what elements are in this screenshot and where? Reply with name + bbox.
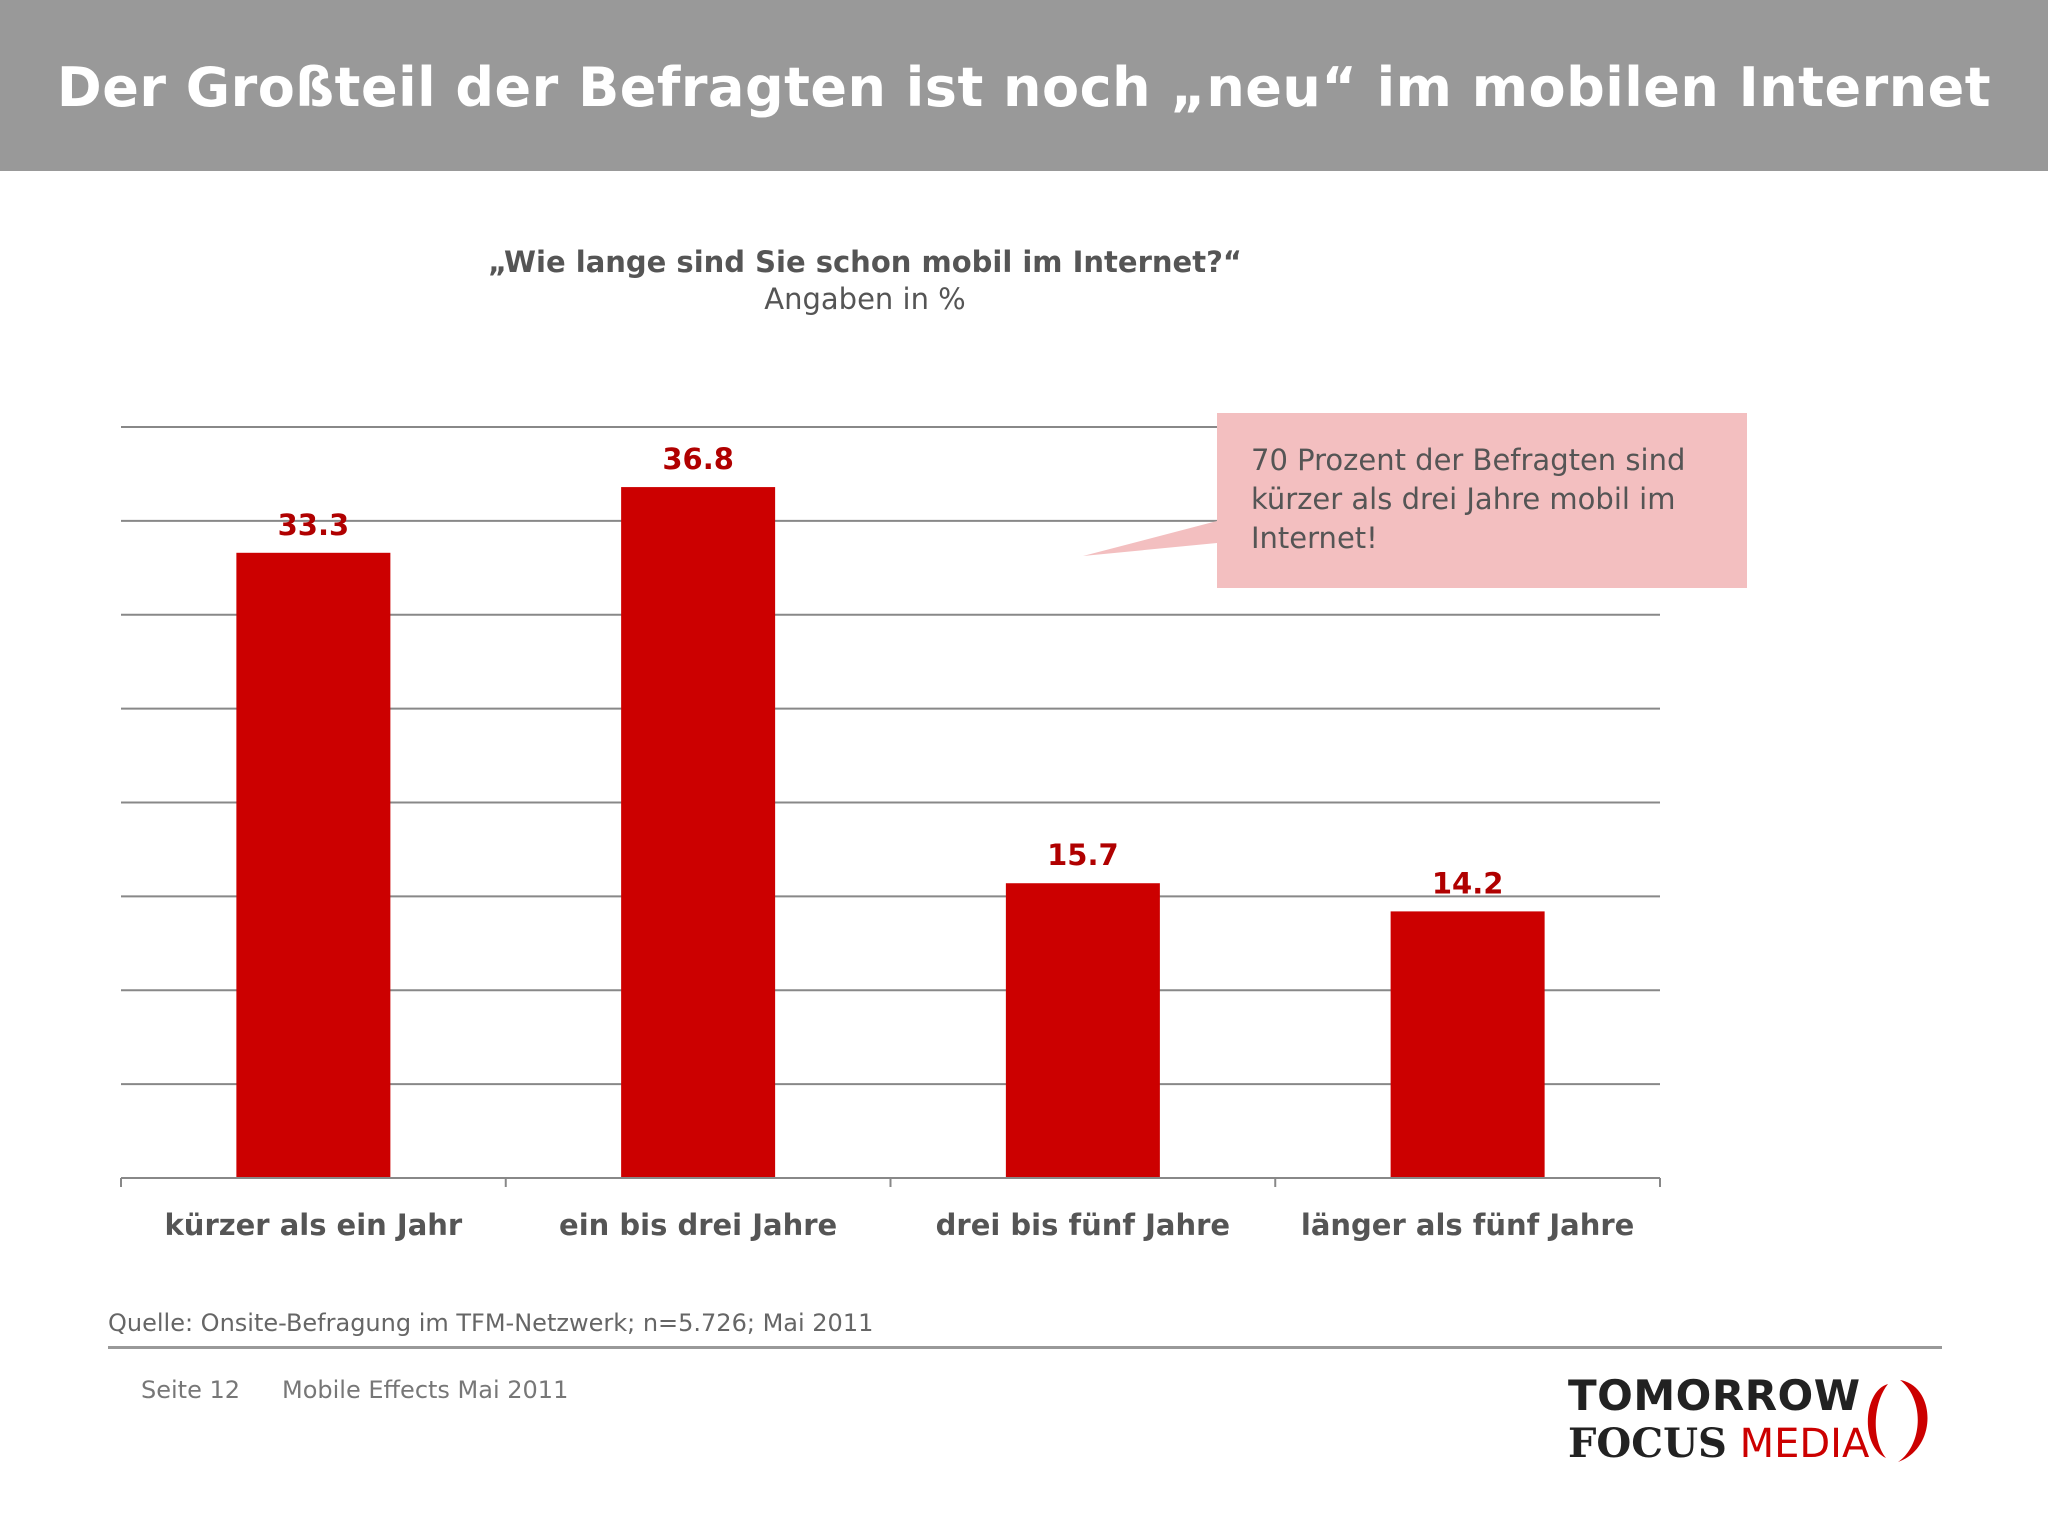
footer-divider xyxy=(108,1346,1942,1349)
category-label: drei bis fünf Jahre xyxy=(936,1208,1230,1242)
bar-value-label: 33.3 xyxy=(278,508,350,542)
bar-value-label: 36.8 xyxy=(662,442,734,476)
bar xyxy=(621,487,776,1178)
slide-title: Der Großteil der Befragten ist noch „neu… xyxy=(56,56,1992,119)
bar xyxy=(1390,911,1545,1178)
chart-question: „Wie lange sind Sie schon mobil im Inter… xyxy=(488,245,1242,279)
callout-box: 70 Prozent der Befragten sind kürzer als… xyxy=(1083,413,1747,588)
page-number: Seite 12 xyxy=(141,1376,241,1404)
category-label: länger als fünf Jahre xyxy=(1301,1208,1634,1242)
slide-header: Der Großteil der Befragten ist noch „neu… xyxy=(0,0,2048,171)
footer-title: Mobile Effects Mai 2011 xyxy=(282,1376,569,1404)
source-note: Quelle: Onsite-Befragung im TFM-Netzwerk… xyxy=(108,1309,874,1337)
logo-word-focus: FOCUS xyxy=(1568,1420,1727,1467)
callout-text: 70 Prozent der Befragten sind kürzer als… xyxy=(1251,443,1686,555)
logo-ring-icon xyxy=(1867,1380,1928,1462)
bar-value-label: 14.2 xyxy=(1432,866,1504,900)
chart-unit-note: Angaben in % xyxy=(764,282,966,316)
bar-value-label: 15.7 xyxy=(1047,838,1119,872)
callout-shape xyxy=(1083,413,1747,588)
company-logo: TOMORROW FOCUS MEDIA xyxy=(1568,1372,1948,1472)
bar xyxy=(1005,883,1160,1178)
category-label: ein bis drei Jahre xyxy=(559,1208,837,1242)
logo-word-media: MEDIA xyxy=(1739,1421,1870,1467)
logo-line-tomorrow: TOMORROW xyxy=(1568,1371,1861,1420)
bar-chart: 33.3 kürzer als ein Jahr 36.8 ein bis drei … xyxy=(120,426,1661,1242)
bar xyxy=(236,552,391,1178)
category-label: kürzer als ein Jahr xyxy=(165,1208,463,1242)
